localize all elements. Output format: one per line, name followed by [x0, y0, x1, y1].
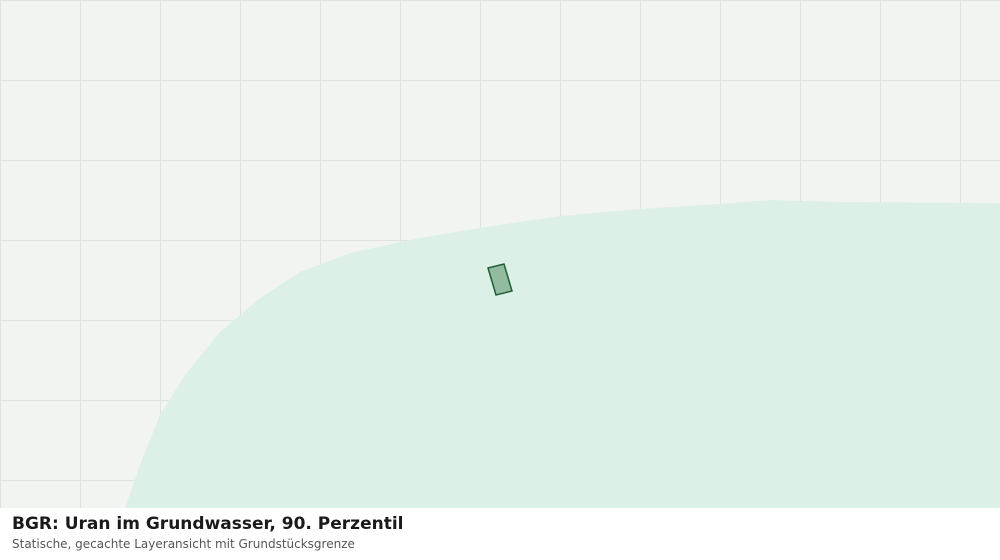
- map: [0, 0, 1000, 508]
- subtitle: Statische, gecachte Layeransicht mit Gru…: [12, 537, 355, 551]
- layer-area: [125, 200, 1000, 508]
- footer: BGR: Uran im Grundwasser, 90. Perzentil …: [0, 508, 1000, 560]
- parcel-boundary: [487, 263, 513, 296]
- title: BGR: Uran im Grundwasser, 90. Perzentil: [12, 514, 404, 534]
